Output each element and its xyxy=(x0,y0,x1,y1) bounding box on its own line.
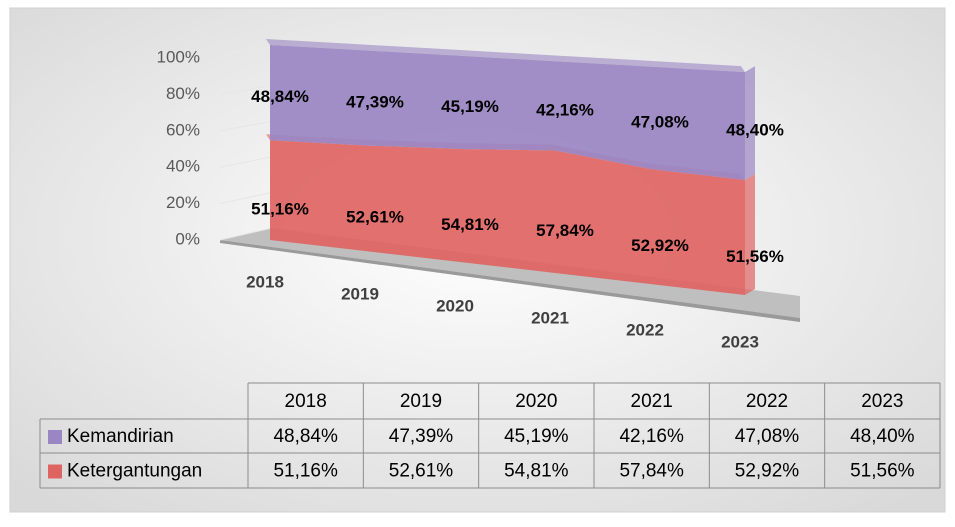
data-label: 54,81% xyxy=(441,215,499,234)
x-tick-label: 2021 xyxy=(531,308,569,327)
table-header: 2018 xyxy=(285,391,327,412)
data-label: 51,56% xyxy=(726,247,784,266)
y-tick-label: 0% xyxy=(175,229,200,248)
table-cell: 52,92% xyxy=(735,461,800,482)
table-cell: 45,19% xyxy=(504,426,569,447)
x-tick-label: 2023 xyxy=(721,332,759,351)
area-side-face xyxy=(745,174,755,295)
floor-edge xyxy=(220,240,800,322)
table-header: 2020 xyxy=(515,391,557,412)
data-label: 42,16% xyxy=(536,100,594,119)
table-cell: 42,16% xyxy=(619,426,684,447)
data-table: 2018 2019 2020 2021 2022 2023 Kemandirian 48,84… xyxy=(39,382,941,489)
data-label: 48,40% xyxy=(726,121,784,140)
table-cell: 48,84% xyxy=(273,426,338,447)
data-label: 47,08% xyxy=(631,112,689,131)
x-tick-label: 2020 xyxy=(436,296,474,315)
y-tick-label: 100% xyxy=(157,47,200,66)
legend-swatch xyxy=(48,464,62,479)
y-tick-label: 40% xyxy=(166,157,200,176)
area xyxy=(270,140,745,295)
table-cell: 48,40% xyxy=(850,426,915,447)
data-label: 45,19% xyxy=(441,97,499,116)
area xyxy=(270,45,745,181)
table-header: 2019 xyxy=(400,391,442,412)
data-label: 57,84% xyxy=(536,221,594,240)
y-tick-label: 80% xyxy=(166,84,200,103)
table-cell: 47,39% xyxy=(389,426,454,447)
data-label: 51,16% xyxy=(251,200,309,219)
legend-label: Kemandirian xyxy=(67,426,174,447)
grid-line xyxy=(219,120,273,132)
table-header: 2023 xyxy=(861,391,903,412)
table-cell: 47,08% xyxy=(735,426,800,447)
grid-line xyxy=(219,49,273,59)
data-label: 47,39% xyxy=(346,92,404,111)
y-tick-label: 60% xyxy=(166,120,200,139)
x-tick-label: 2019 xyxy=(341,284,379,303)
table-header: 2021 xyxy=(631,391,673,412)
data-label: 52,92% xyxy=(631,236,689,255)
grid-line xyxy=(219,227,273,241)
table-cell: 57,84% xyxy=(619,461,684,482)
area-top-face xyxy=(266,39,745,73)
data-label: 52,61% xyxy=(346,208,404,227)
x-tick-label: 2018 xyxy=(246,272,284,291)
table-header: 2022 xyxy=(746,391,788,412)
grid-line xyxy=(219,156,273,168)
table-cell: 54,81% xyxy=(504,461,569,482)
table-cell: 51,56% xyxy=(850,461,915,482)
legend-label: Ketergantungan xyxy=(67,461,202,482)
x-tick-label: 2022 xyxy=(626,320,664,339)
table-cell: 52,61% xyxy=(389,461,454,482)
area-side-face xyxy=(745,66,755,181)
grid-line xyxy=(219,191,273,205)
y-tick-label: 20% xyxy=(166,193,200,212)
legend-swatch xyxy=(48,430,62,444)
table-cell: 51,16% xyxy=(273,461,338,482)
data-label: 48,84% xyxy=(251,87,309,106)
grid-line xyxy=(219,85,273,95)
